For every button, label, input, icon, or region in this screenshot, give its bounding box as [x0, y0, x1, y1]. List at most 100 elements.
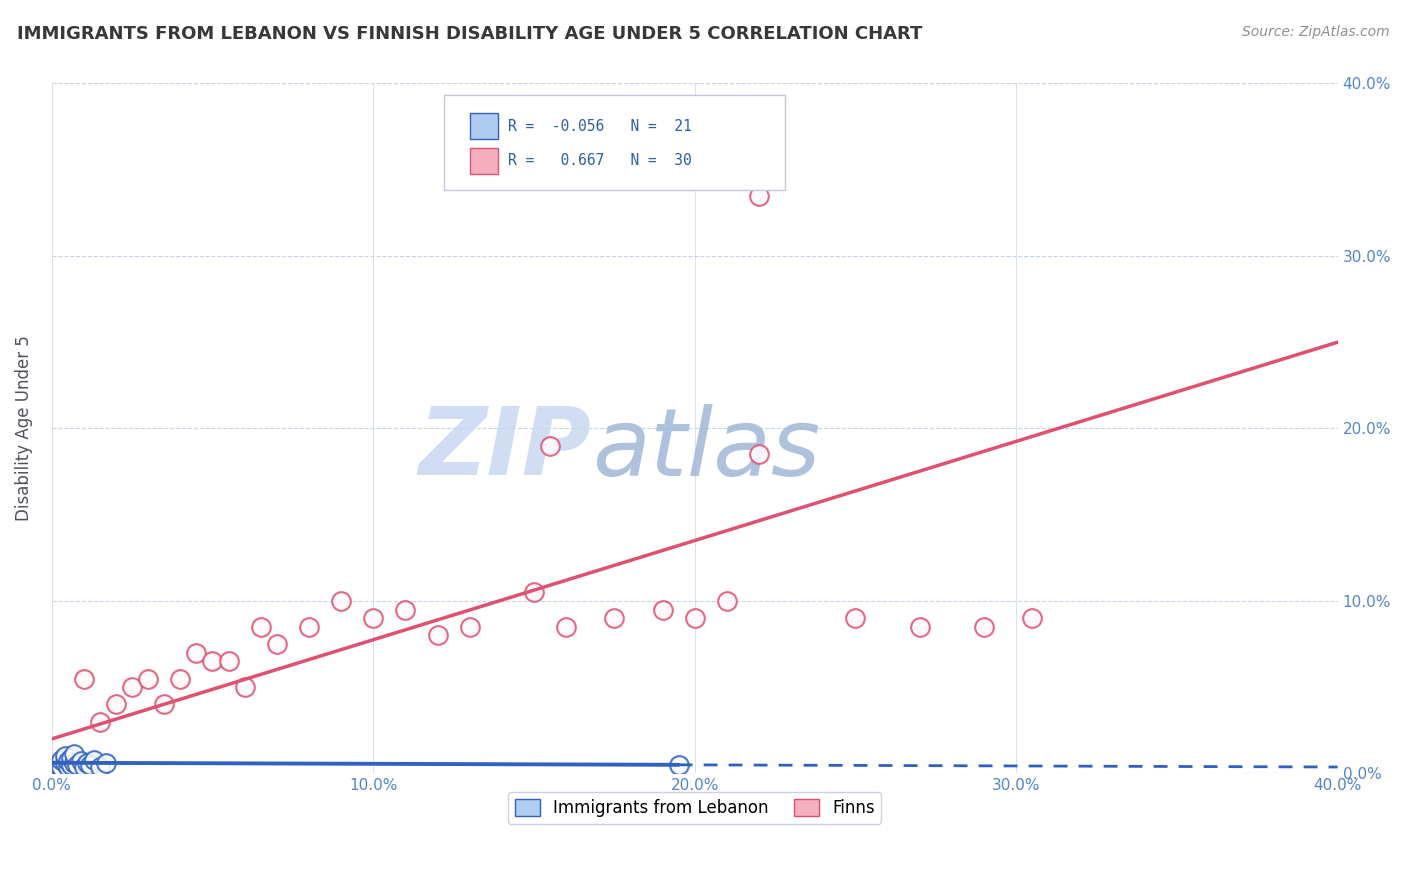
Point — [186, 646, 208, 660]
Point — [66, 757, 89, 772]
Point — [44, 761, 66, 775]
Point — [748, 447, 770, 461]
Point — [89, 759, 111, 773]
Point — [538, 439, 561, 453]
Point — [908, 620, 931, 634]
Point — [555, 620, 578, 634]
Point — [136, 672, 159, 686]
Point — [89, 714, 111, 729]
Point — [683, 611, 706, 625]
Point — [60, 751, 83, 765]
Point — [651, 602, 673, 616]
Point — [60, 757, 83, 772]
Point — [51, 753, 73, 767]
Point — [748, 447, 770, 461]
Point — [83, 753, 105, 767]
Point — [136, 672, 159, 686]
Point — [96, 756, 118, 770]
Point — [458, 620, 481, 634]
Point — [153, 698, 176, 712]
Point — [249, 620, 271, 634]
Legend: Immigrants from Lebanon, Finns: Immigrants from Lebanon, Finns — [508, 792, 882, 823]
Point — [973, 620, 995, 634]
Point — [153, 698, 176, 712]
Text: Source: ZipAtlas.com: Source: ZipAtlas.com — [1241, 25, 1389, 39]
Point — [908, 620, 931, 634]
Point — [651, 602, 673, 616]
Point — [555, 620, 578, 634]
Point — [169, 672, 191, 686]
Point — [538, 439, 561, 453]
Point — [60, 751, 83, 765]
Point — [716, 594, 738, 608]
Point — [56, 755, 79, 769]
Point — [330, 594, 353, 608]
Point — [46, 757, 69, 772]
Point — [121, 680, 143, 694]
FancyBboxPatch shape — [470, 113, 498, 139]
Point — [53, 749, 76, 764]
FancyBboxPatch shape — [444, 95, 785, 190]
Point — [63, 747, 86, 762]
Point — [69, 755, 91, 769]
Point — [51, 759, 73, 773]
Point — [201, 654, 224, 668]
Point — [73, 759, 96, 773]
Point — [603, 611, 626, 625]
Point — [105, 698, 128, 712]
Point — [523, 585, 546, 599]
Point — [89, 714, 111, 729]
Text: R =  -0.056   N =  21: R = -0.056 N = 21 — [508, 119, 692, 134]
Point — [748, 188, 770, 202]
Point — [46, 757, 69, 772]
Point — [603, 611, 626, 625]
Point — [53, 756, 76, 770]
Point — [169, 672, 191, 686]
Point — [361, 611, 384, 625]
Point — [63, 756, 86, 770]
Point — [844, 611, 866, 625]
Point — [1021, 611, 1043, 625]
Point — [668, 757, 690, 772]
Point — [76, 756, 98, 770]
Point — [218, 654, 240, 668]
Point — [426, 628, 449, 642]
Point — [105, 698, 128, 712]
Point — [56, 755, 79, 769]
Point — [233, 680, 256, 694]
Point — [201, 654, 224, 668]
Point — [233, 680, 256, 694]
Point — [66, 757, 89, 772]
Point — [298, 620, 321, 634]
Point — [56, 759, 79, 773]
Point — [44, 761, 66, 775]
Text: IMMIGRANTS FROM LEBANON VS FINNISH DISABILITY AGE UNDER 5 CORRELATION CHART: IMMIGRANTS FROM LEBANON VS FINNISH DISAB… — [17, 25, 922, 43]
Point — [361, 611, 384, 625]
Point — [51, 753, 73, 767]
Point — [56, 759, 79, 773]
Point — [51, 759, 73, 773]
Point — [716, 594, 738, 608]
Point — [63, 747, 86, 762]
Point — [394, 602, 416, 616]
Point — [121, 680, 143, 694]
Point — [330, 594, 353, 608]
Point — [53, 749, 76, 764]
Point — [523, 585, 546, 599]
Point — [426, 628, 449, 642]
Point — [63, 756, 86, 770]
Point — [266, 637, 288, 651]
Point — [76, 756, 98, 770]
Point — [668, 757, 690, 772]
Point — [249, 620, 271, 634]
Text: ZIP: ZIP — [419, 403, 592, 495]
FancyBboxPatch shape — [470, 147, 498, 174]
Point — [60, 757, 83, 772]
Point — [69, 755, 91, 769]
Point — [73, 672, 96, 686]
Point — [1021, 611, 1043, 625]
Point — [79, 757, 101, 772]
Point — [89, 759, 111, 773]
Point — [96, 756, 118, 770]
Text: R =   0.667   N =  30: R = 0.667 N = 30 — [508, 153, 692, 169]
